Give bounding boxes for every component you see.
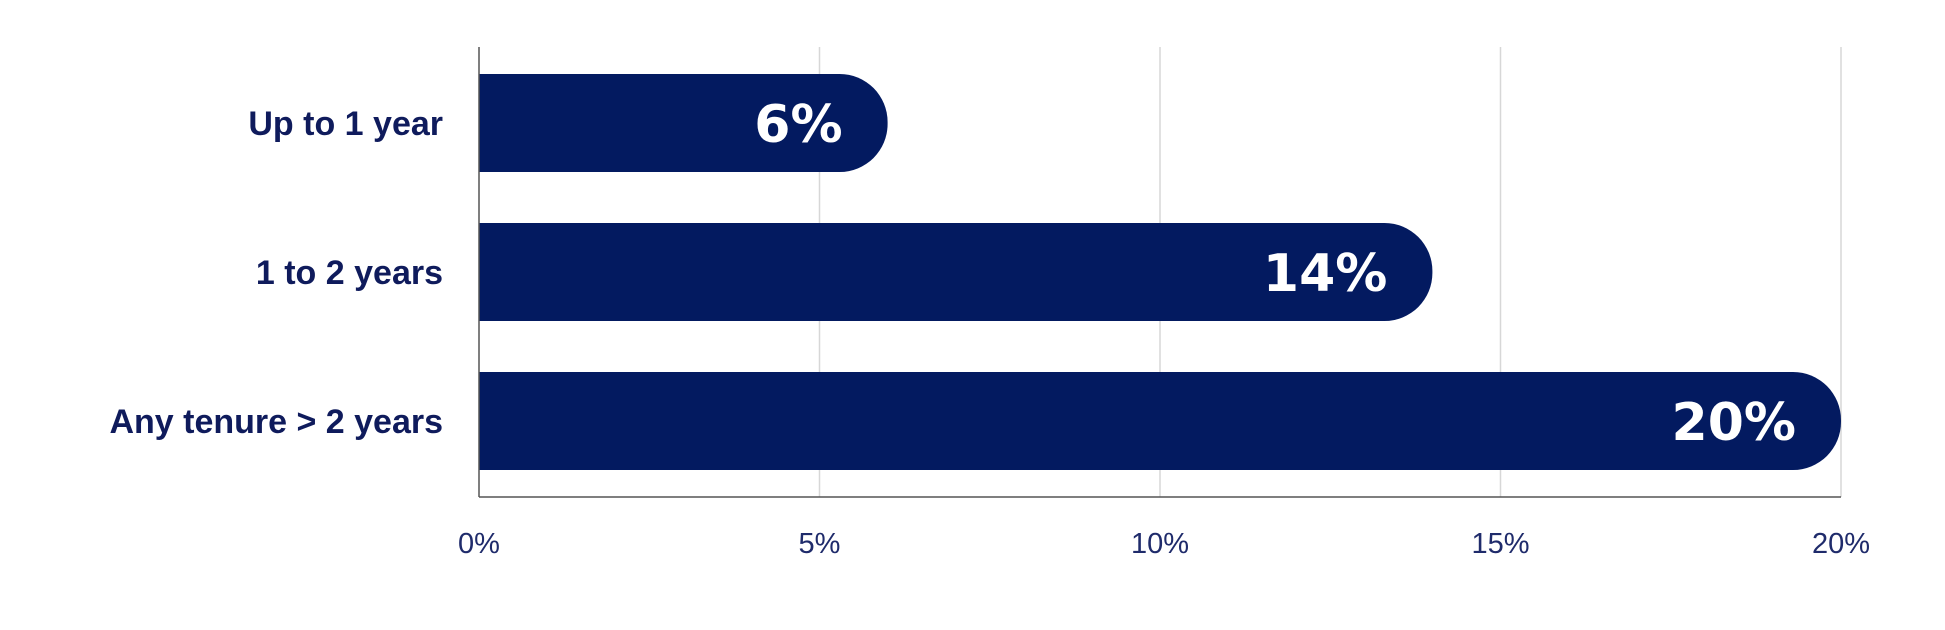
category-label: Up to 1 year	[248, 105, 443, 143]
x-tick-label: 20%	[1812, 528, 1870, 560]
x-tick-label: 10%	[1131, 528, 1189, 560]
bar-value-label: 14%	[1263, 244, 1387, 304]
bar-3	[479, 372, 1841, 470]
x-tick-label: 0%	[458, 528, 500, 560]
bars	[479, 74, 1841, 470]
category-label: Any tenure > 2 years	[109, 403, 443, 441]
bar-value-label: 6%	[754, 95, 842, 155]
x-tick-label: 15%	[1471, 528, 1529, 560]
category-label: 1 to 2 years	[256, 254, 443, 292]
bar-1	[479, 74, 888, 172]
bar-2	[479, 223, 1433, 321]
axes	[478, 47, 1841, 498]
bar-value-label: 20%	[1672, 393, 1796, 453]
labels: 0% 5% 10% 15% 20% 6% Up to 1 year 14% 1 to 2 yea…	[109, 95, 1870, 560]
x-tick-label: 5%	[799, 528, 841, 560]
